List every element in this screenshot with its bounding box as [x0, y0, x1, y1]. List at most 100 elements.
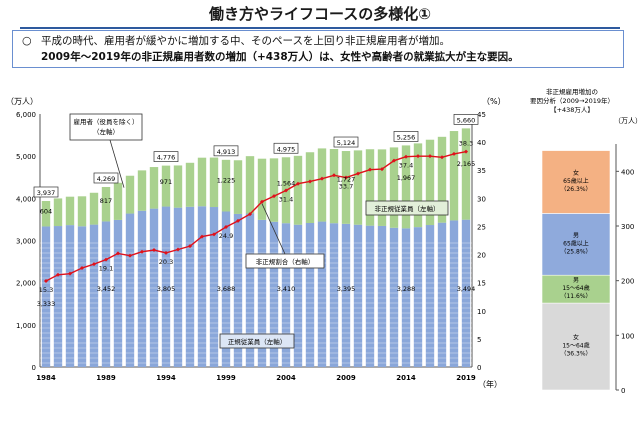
factor-segment: [541, 213, 611, 276]
side-title-line-1: 非正規雇用増加の: [546, 87, 598, 96]
regular-bar: [233, 213, 243, 367]
factor-segment-label: （25.8%）: [560, 248, 591, 255]
regular-bar: [77, 226, 87, 367]
nonregular-bar: [413, 143, 423, 228]
right-axis-unit: （%）: [482, 97, 506, 106]
nonregular-value-label: 1,727: [337, 176, 356, 184]
nonregular-bar: [461, 128, 471, 220]
ratio-point: [464, 149, 468, 154]
ratio-point: [200, 234, 204, 239]
regular-bar: [293, 224, 303, 367]
ratio-point: [428, 154, 432, 159]
employees-pointer: [109, 139, 125, 188]
factor-segment-label: 女: [573, 169, 579, 177]
x-tick-label: 2019: [456, 374, 476, 382]
regular-bar: [125, 213, 135, 367]
employees-annotation-label: （左軸）: [93, 127, 119, 136]
ratio-point: [236, 218, 240, 223]
y-left-tick-label: 4,000: [16, 195, 36, 203]
ratio-point: [56, 272, 60, 277]
nonregular-bar: [341, 151, 351, 224]
nonregular-bar: [317, 148, 327, 222]
ratio-value-label: 24.9: [219, 232, 233, 240]
summary-line-1: 平成の時代、雇用者が緩やかに増加する中、そのペースを上回り非正規雇用者が増加。: [41, 35, 450, 47]
total-label: 5,256: [397, 133, 416, 141]
ratio-point: [392, 158, 396, 163]
title-divider: [20, 27, 620, 29]
regular-bar: [269, 221, 279, 367]
regular-bar: [401, 228, 411, 367]
ratio-point: [296, 181, 300, 186]
ratio-point: [344, 175, 348, 180]
total-label: 5,660: [457, 116, 476, 124]
factor-segment-label: （26.3%）: [560, 186, 591, 193]
regular-bar: [353, 224, 363, 367]
regular-bar: [161, 206, 171, 367]
ratio-point: [260, 199, 264, 204]
x-axis-unit: （年）: [478, 379, 502, 389]
regular-bar: [89, 224, 99, 367]
regular-bar: [41, 226, 51, 367]
regular-bar: [365, 225, 375, 367]
nonregular-bar: [101, 186, 111, 222]
factor-segment: [541, 150, 611, 214]
ratio-point: [416, 154, 420, 159]
regular-bar: [389, 227, 399, 367]
y-right-tick-label: 35: [477, 167, 486, 175]
ratio-point: [248, 212, 252, 217]
y-right-tick-label: 20: [477, 252, 486, 260]
y-left-tick-label: 0: [32, 364, 36, 372]
ratio-point: [308, 179, 312, 184]
side-title-line-3: 【+438万人】: [550, 106, 594, 114]
x-tick-label: 1994: [156, 374, 176, 382]
regular-value-label: 3,494: [457, 285, 476, 293]
nonregular-value-label: 971: [160, 178, 172, 186]
factor-segment-label: 65歳以上: [563, 239, 589, 247]
ratio-point: [104, 257, 108, 262]
total-label-box: [213, 145, 239, 157]
nonregular-annotation-label: 非正規従業員（左軸）: [375, 204, 440, 213]
side-title-line-2: 要因分析（2009→2019年）: [530, 96, 614, 105]
nonregular-bar: [209, 157, 219, 208]
total-label-box: [273, 142, 299, 154]
total-label: 4,269: [97, 175, 116, 183]
ratio-point: [320, 176, 324, 181]
y-left-tick-label: 1,000: [16, 322, 36, 330]
side-tick-label: 200: [621, 278, 634, 286]
nonregular-bar: [197, 157, 207, 207]
factor-segment-label: 男: [573, 232, 579, 239]
total-label-box: [453, 114, 479, 125]
ratio-point: [284, 188, 288, 193]
regular-value-label: 3,452: [97, 285, 116, 293]
regular-bar: [281, 223, 291, 367]
ratio-point: [188, 244, 192, 249]
regular-value-label: 3,410: [277, 285, 296, 293]
ratio-point: [92, 262, 96, 267]
y-left-tick-label: 5,000: [16, 153, 36, 161]
employees-annotation-box: [69, 113, 143, 141]
nonregular-bar: [161, 165, 171, 207]
regular-bar: [413, 227, 423, 367]
regular-bar: [173, 207, 183, 367]
total-label-box: [333, 136, 359, 148]
regular-bar: [149, 208, 159, 367]
regular-annotation-box: [219, 333, 295, 349]
x-tick-label: 2004: [276, 374, 296, 382]
nonregular-bar: [125, 175, 135, 214]
nonregular-bar: [53, 198, 63, 227]
regular-value-label: 3,288: [397, 285, 416, 293]
nonregular-value-label: 817: [100, 197, 112, 205]
nonregular-bar: [437, 136, 447, 223]
regular-value-label: 3,395: [337, 285, 356, 293]
nonregular-annotation-box: [365, 200, 449, 216]
ratio-value-label: 33.7: [339, 183, 353, 191]
regular-bar: [53, 226, 63, 367]
regular-bar: [305, 223, 315, 367]
y-right-tick-label: 5: [477, 336, 481, 344]
ratio-value-label: 19.1: [99, 265, 113, 273]
nonregular-bar: [305, 152, 315, 224]
regular-bar: [197, 206, 207, 367]
regular-value-label: 3,688: [217, 285, 236, 293]
ratio-value-label: 37.4: [399, 162, 413, 170]
nonregular-value-label: 1,564: [277, 179, 296, 187]
